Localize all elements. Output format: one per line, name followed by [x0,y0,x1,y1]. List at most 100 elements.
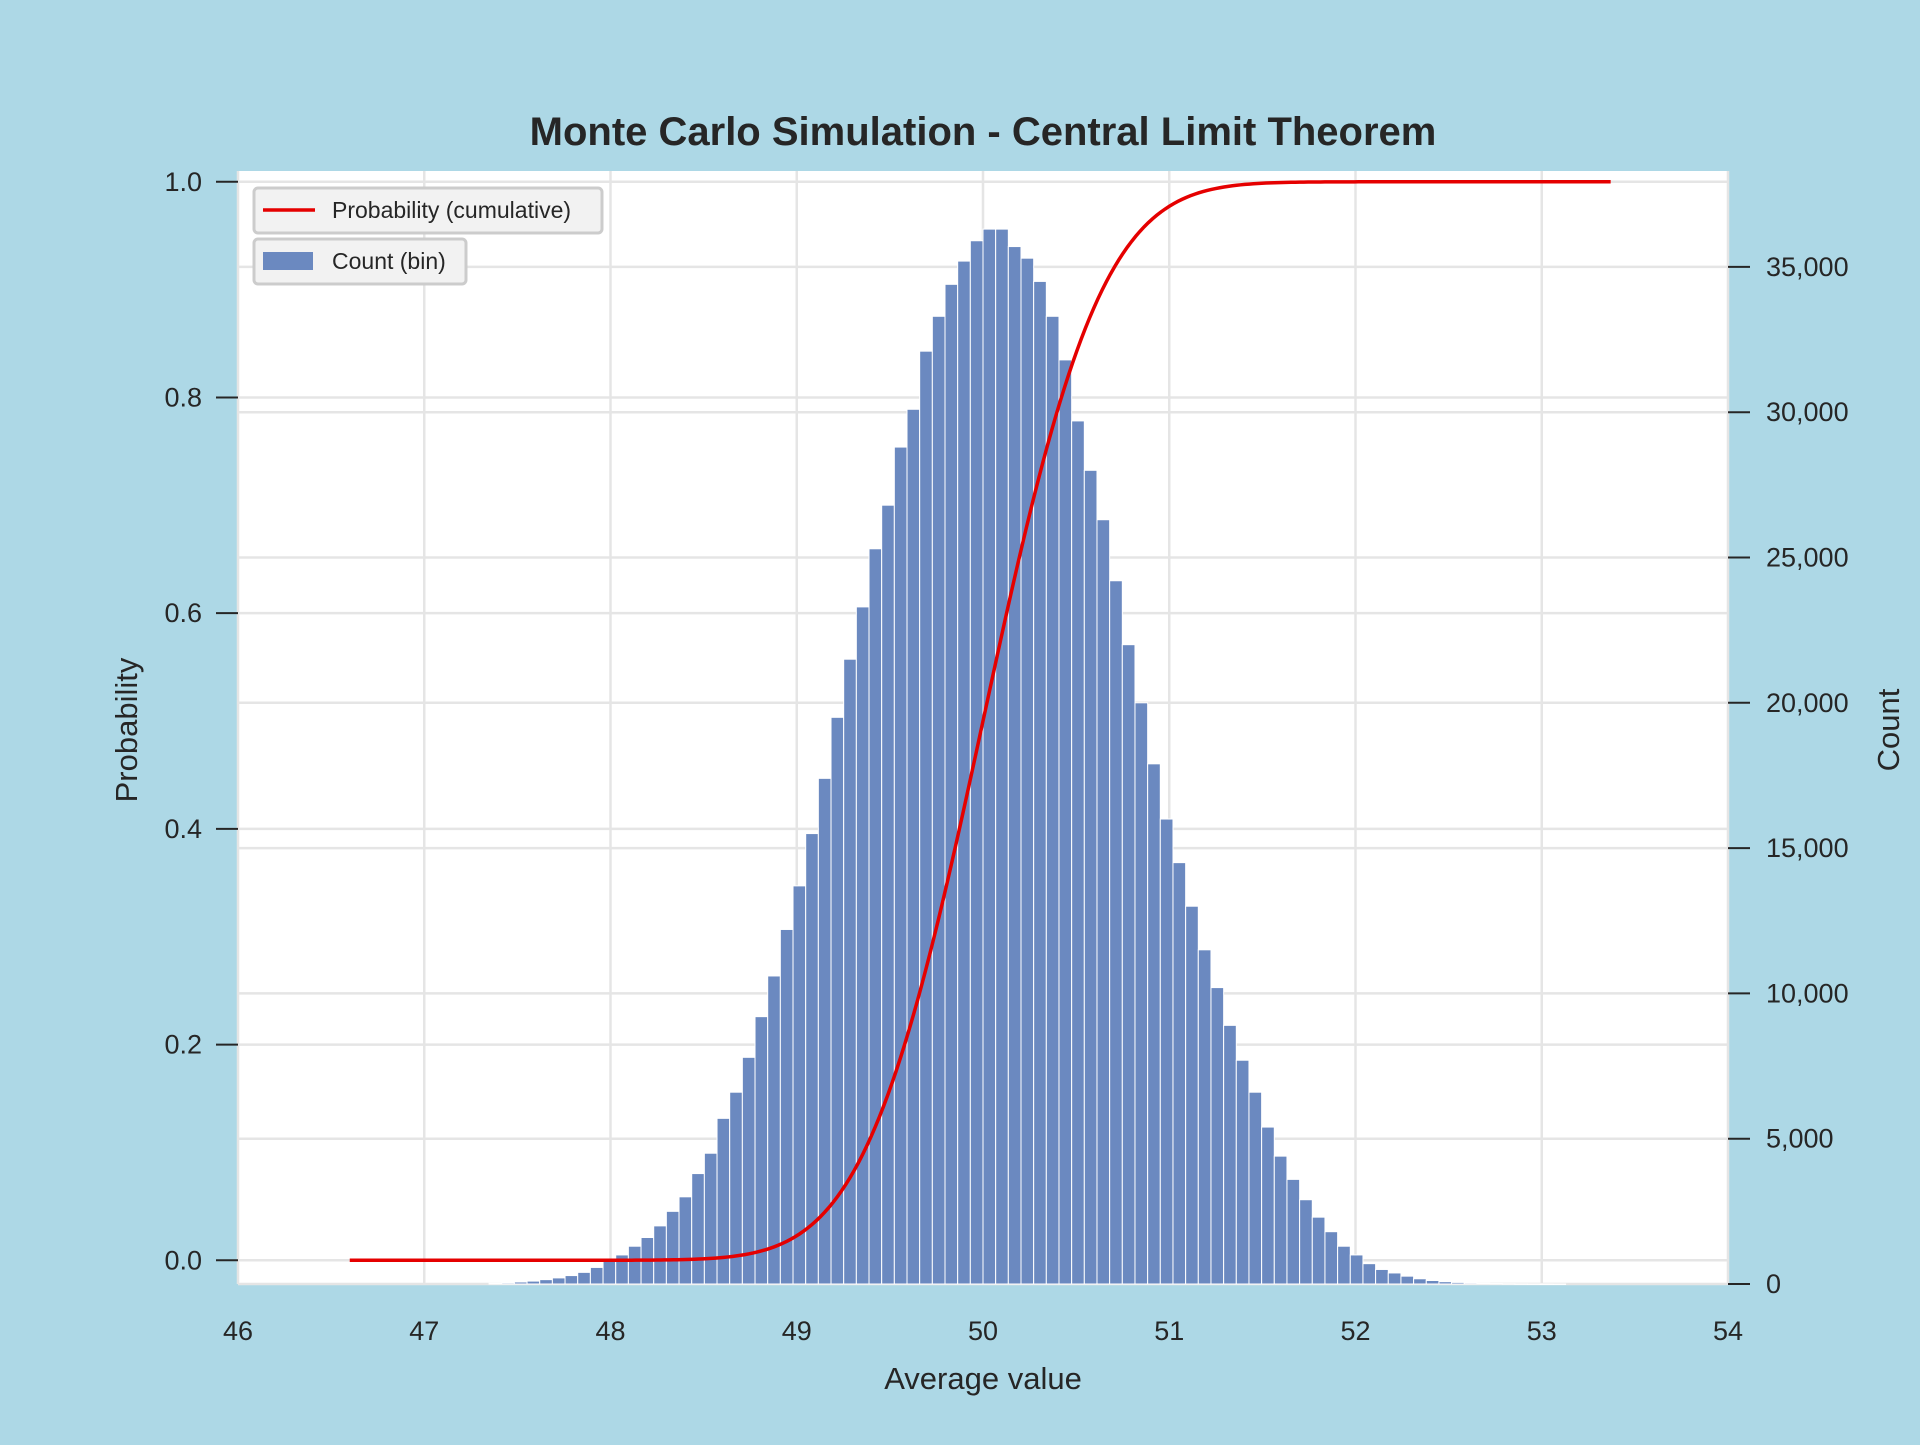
histogram-bar [1349,1254,1364,1285]
x-tick-label: 47 [409,1316,439,1346]
left-y-tick-label: 1.0 [164,167,202,197]
histogram-bar [1324,1231,1339,1285]
x-tick-label: 49 [782,1316,812,1346]
histogram-bar [1033,280,1047,1285]
histogram-bar [1552,1283,1567,1285]
histogram-bar [1007,246,1022,1285]
histogram-bar [843,658,857,1285]
x-tick-label: 54 [1713,1316,1743,1346]
histogram-bar [589,1266,604,1285]
histogram-bar [1299,1199,1313,1285]
histogram-bar [1020,257,1035,1285]
histogram-bar [1286,1178,1301,1285]
histogram-bar [1261,1126,1275,1285]
x-tick-label: 46 [223,1316,253,1346]
x-axis-label: Average value [884,1361,1082,1396]
left-y-tick-label: 0.2 [164,1030,202,1060]
histogram-bar [1159,818,1174,1285]
histogram-bar [1071,420,1085,1285]
histogram-bar [539,1279,553,1285]
histogram-bar [1096,519,1111,1285]
histogram-bar [1527,1283,1541,1285]
right-y-tick-label: 25,000 [1766,542,1849,572]
histogram-bar [1387,1272,1402,1285]
histogram-bar [1058,359,1073,1285]
histogram-bar [653,1225,667,1285]
left-y-tick-label: 0.4 [164,814,202,844]
left-y-tick-label: 0.6 [164,598,202,628]
x-axis-ticks: 46 47 48 49 50 51 52 53 54 [223,1316,1743,1346]
left-y-axis-label: Probability [109,657,144,802]
cumulative-probability-line [349,180,1611,1263]
right-y-tick-label: 20,000 [1766,688,1849,718]
histogram-bar [1083,469,1098,1285]
histogram-bar [995,228,1009,1285]
right-y-axis-ticks: 0 5,000 10,000 15,000 20,000 25,000 30,000 35,0… [1728,252,1849,1299]
histogram-bar [501,1282,515,1285]
histogram-bar [1235,1059,1250,1285]
histogram-bar [1210,987,1225,1285]
histogram-bar [906,408,921,1285]
legend-count: Count (bin) [252,237,468,286]
histogram-bar [1463,1282,1478,1285]
histogram-bar [1501,1283,1516,1285]
histogram-bar [1248,1091,1263,1285]
histogram-bar [1451,1281,1465,1285]
histogram-bar [944,283,959,1285]
histogram-bar [792,885,807,1285]
histogram-bar [526,1280,541,1285]
histogram-bar [678,1196,693,1285]
x-tick-label: 51 [1154,1316,1184,1346]
histogram-bar [1413,1278,1427,1285]
left-y-axis-ticks: 0.0 0.2 0.4 0.6 0.8 1.0 [164,167,238,1275]
histogram-bar [1400,1275,1415,1285]
right-y-tick-label: 5,000 [1766,1124,1834,1154]
histogram-bar [957,260,971,1285]
histogram-bar [1185,905,1199,1285]
legend-cumulative: Probability (cumulative) [252,186,604,235]
left-y-tick-label: 0.0 [164,1245,202,1275]
histogram-bar [602,1260,617,1285]
histogram-bar [1311,1216,1326,1285]
right-y-tick-label: 0 [1766,1269,1781,1299]
histogram-bar [982,228,997,1285]
histogram-bar [577,1271,591,1285]
histogram-bar [627,1245,642,1285]
histogram-bar [1109,580,1123,1285]
histogram-bar [551,1277,566,1285]
histogram-bar [564,1275,579,1285]
histogram-bar [691,1173,705,1285]
legend-count-box [252,237,468,286]
histogram-bar [1539,1283,1554,1285]
histogram-bar [1147,763,1161,1285]
right-y-tick-label: 10,000 [1766,978,1849,1008]
histogram-bar [754,1016,769,1285]
legend-cumulative-label: Probability (cumulative) [332,197,571,223]
histogram-bar [805,833,819,1285]
left-y-tick-label: 0.8 [164,382,202,412]
legend-count-label: Count (bin) [332,248,446,274]
histogram-bar [741,1056,756,1285]
x-tick-label: 50 [968,1316,998,1346]
legend-cumulative-box [252,186,604,235]
histogram-bar [1362,1263,1377,1285]
histogram-bar [488,1282,503,1285]
histogram-bar [1273,1155,1288,1285]
histogram-bar [1172,862,1187,1285]
right-y-tick-label: 15,000 [1766,833,1849,863]
right-y-tick-label: 35,000 [1766,252,1849,282]
histogram-bar [855,606,870,1285]
histogram-bar [703,1152,718,1285]
histogram-bar [1223,1024,1237,1285]
x-tick-label: 53 [1527,1316,1557,1346]
histogram-bar [1375,1268,1389,1285]
histogram-bar [919,350,933,1285]
histogram-bar [779,928,794,1285]
chart-title: Monte Carlo Simulation - Central Limit T… [530,110,1437,154]
histogram-bar [513,1281,528,1285]
histogram-bar [1197,949,1212,1285]
legend-bar-swatch [263,252,313,270]
histogram-bar [767,975,781,1285]
